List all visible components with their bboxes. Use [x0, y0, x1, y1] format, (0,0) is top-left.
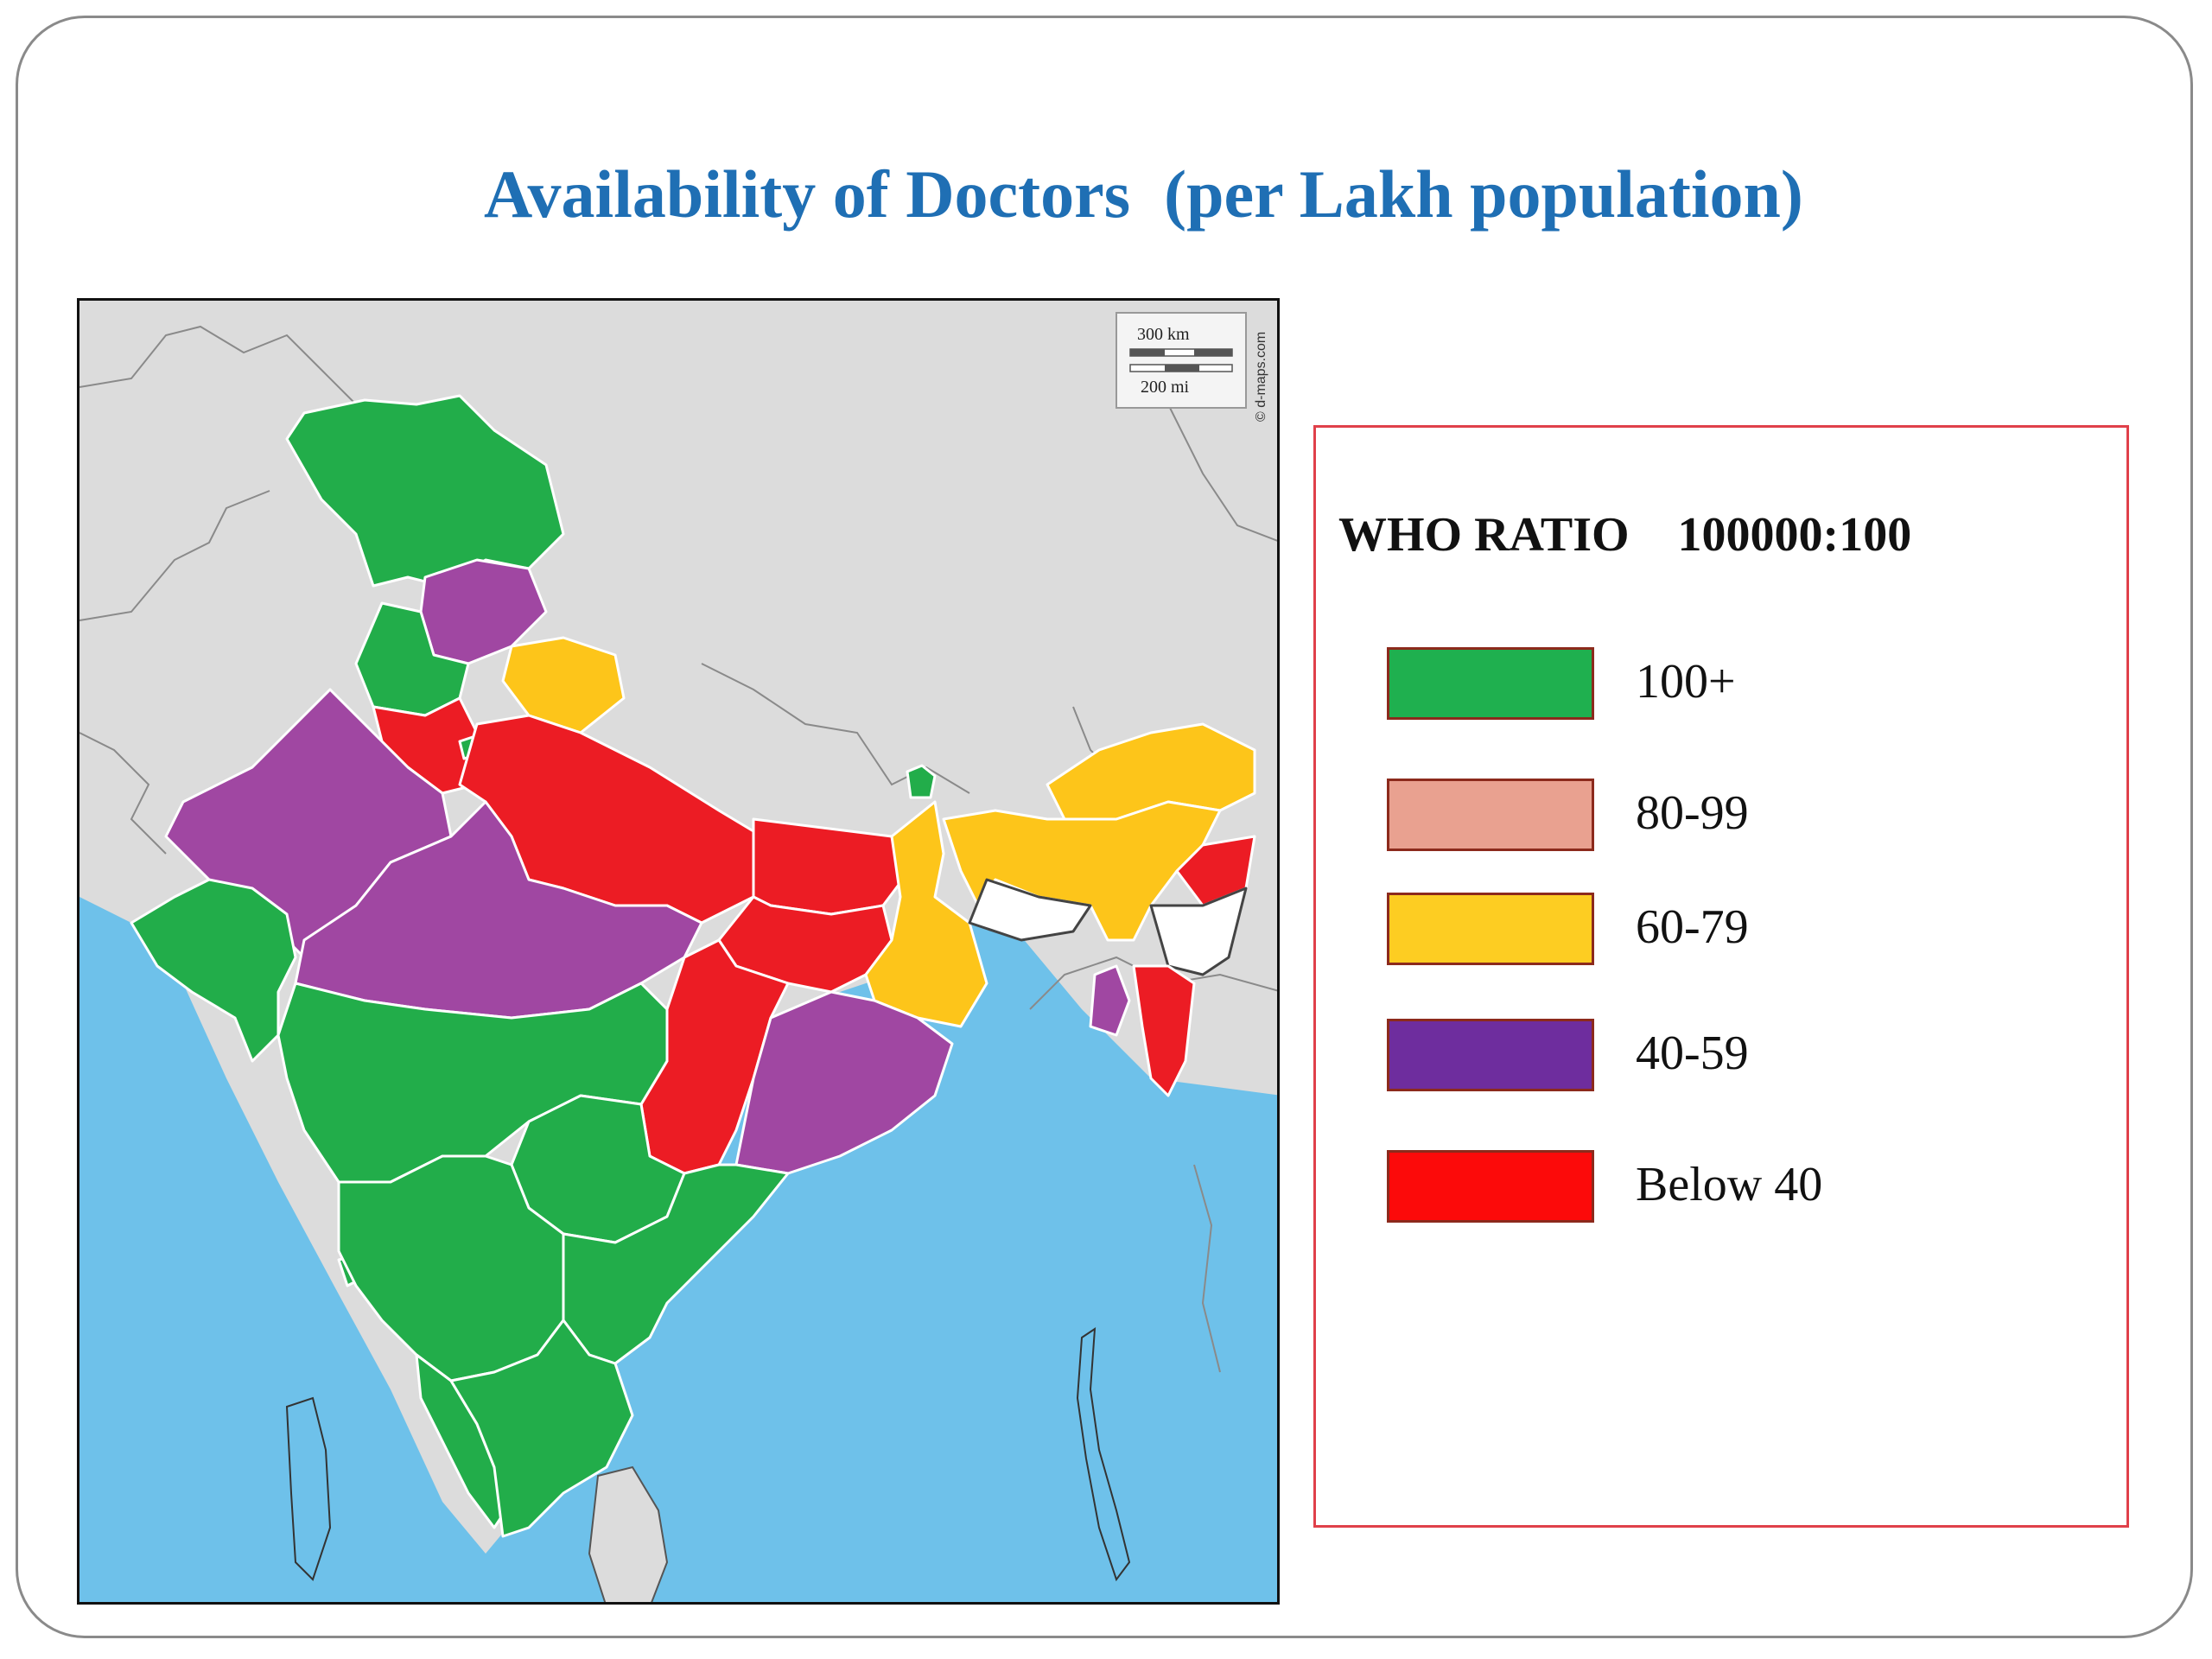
legend-box: WHO RATIO 100000:100 100+ 80-99 60-79 40… [1313, 425, 2129, 1528]
state-bihar [752, 817, 911, 916]
legend-swatch [1387, 1019, 1594, 1091]
state-mizoram [1132, 964, 1196, 1097]
lakshadweep-islands [285, 1396, 332, 1581]
state-uttarakhand [501, 636, 626, 734]
legend-label: Below 40 [1636, 1158, 1823, 1211]
state-jammu-kashmir [285, 394, 565, 588]
scale-km-text: 300 km [1137, 325, 1190, 344]
state-nagaland [1175, 835, 1256, 907]
legend-swatch [1387, 647, 1594, 720]
states [130, 394, 1256, 1538]
legend-title: WHO RATIO 100000:100 [1338, 508, 1912, 562]
legend-item-60-79: 60-79 [1387, 893, 2095, 970]
legend-swatch [1387, 893, 1594, 965]
sri-lanka [588, 1465, 669, 1602]
state-gujarat [130, 878, 297, 1063]
state-west-bengal [864, 800, 988, 1028]
legend-label: 80-99 [1636, 786, 1749, 840]
legend-label: 40-59 [1636, 1027, 1749, 1080]
legend-item-80-99: 80-99 [1387, 779, 2095, 856]
state-sikkim [906, 764, 937, 799]
andaman-islands [1076, 1327, 1131, 1582]
scale-bar: 300 km 200 mi [1116, 312, 1247, 409]
legend-item-100-plus: 100+ [1387, 647, 2095, 725]
map-credit: © d-maps.com [1254, 332, 1268, 422]
state-arunachal-pradesh [1046, 722, 1256, 821]
legend-item-below-40: Below 40 [1387, 1150, 2095, 1228]
india-map: 300 km 200 mi © d-maps.com [77, 298, 1280, 1605]
state-meghalaya [968, 878, 1092, 942]
legend-swatch [1387, 779, 1594, 851]
legend-item-40-59: 40-59 [1387, 1019, 2095, 1096]
legend-label: 100+ [1636, 655, 1736, 709]
state-tamil-nadu [449, 1319, 634, 1538]
legend-label: 60-79 [1636, 900, 1749, 954]
scale-mi-text: 200 mi [1141, 378, 1190, 397]
legend-swatch [1387, 1150, 1594, 1223]
state-tripura [1089, 964, 1131, 1037]
slide-title: Availability of Doctors (per Lakh popula… [484, 156, 1803, 232]
